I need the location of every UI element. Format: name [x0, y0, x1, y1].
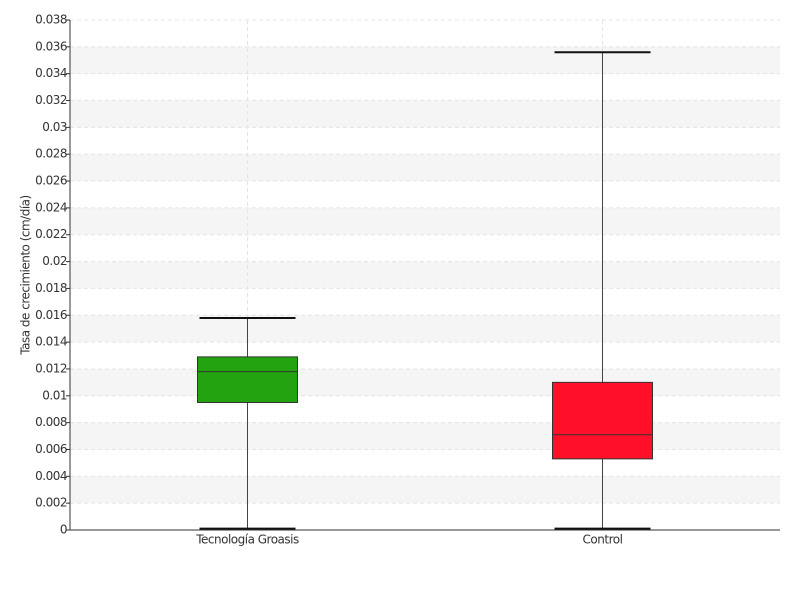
y-tick-label: 0.002 — [35, 496, 67, 510]
grid-band — [70, 46, 780, 74]
y-tick-label: 0.014 — [35, 335, 67, 349]
grid-band — [70, 476, 780, 504]
y-axis-label: Tasa de crecimiento (cm/día) — [19, 195, 33, 355]
y-tick-label: 0.008 — [35, 415, 67, 429]
y-tick-label: 0.032 — [35, 93, 67, 107]
y-tick-label: 0.016 — [35, 308, 67, 322]
y-tick-label: 0 — [60, 523, 67, 537]
grid-band — [70, 100, 780, 128]
y-tick-label: 0.038 — [35, 13, 67, 27]
y-tick-label: 0.02 — [42, 254, 67, 268]
y-tick-label: 0.024 — [35, 200, 67, 214]
y-tick-label: 0.028 — [35, 147, 67, 161]
y-tick-label: 0.012 — [35, 361, 67, 375]
y-tick-label: 0.01 — [42, 388, 67, 402]
grid-band — [70, 315, 780, 343]
grid-band — [70, 207, 780, 235]
y-tick-label: 0.034 — [35, 66, 67, 80]
box — [552, 381, 653, 460]
grid-band — [70, 368, 780, 396]
grid-band — [70, 154, 780, 182]
y-tick-label: 0.018 — [35, 281, 67, 295]
box — [197, 356, 298, 403]
y-tick-label: 0.03 — [42, 120, 67, 134]
x-tick-label: Control — [583, 533, 623, 547]
grid-band — [70, 261, 780, 289]
y-tick-label: 0.006 — [35, 442, 67, 456]
y-tick-label: 0.026 — [35, 174, 67, 188]
y-tick-label: 0.022 — [35, 227, 67, 241]
y-tick-label: 0.004 — [35, 469, 67, 483]
y-tick-label: 0.036 — [35, 39, 67, 53]
x-tick-label: Tecnología Groasis — [195, 533, 299, 547]
grid-band — [70, 422, 780, 450]
